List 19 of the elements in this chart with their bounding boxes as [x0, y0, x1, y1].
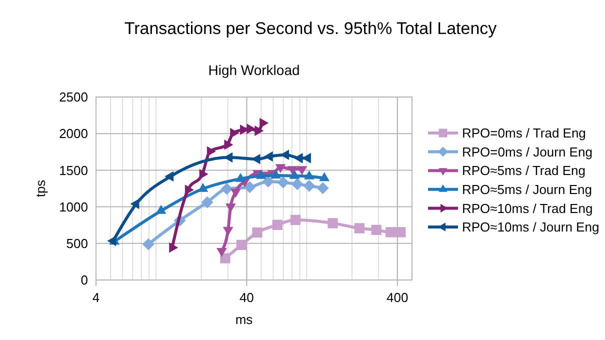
chart-title: Transactions per Second vs. 95th% Total Latency	[124, 19, 498, 38]
legend-label: RPO≈10ms / Trad Eng	[462, 200, 593, 216]
x-tick-label: 4	[92, 290, 100, 305]
y-tick-label: 500	[66, 236, 88, 251]
y-axis-title: tps	[33, 179, 48, 198]
y-tick-label: 0	[80, 272, 88, 288]
legend-label: RPO≈5ms / Journ Eng	[462, 182, 592, 197]
legend-label: RPO=0ms / Trad Eng	[462, 126, 586, 141]
x-tick-label: 40	[239, 290, 254, 305]
x-tick-label: 400	[386, 290, 408, 305]
legend-label: RPO≈10ms / Journ Eng	[462, 220, 600, 235]
chart-subtitle: High Workload	[208, 62, 300, 78]
y-tick-label: 1500	[59, 162, 88, 178]
legend-label: RPO=0ms / Journ Eng	[462, 144, 592, 160]
legend-label: RPO≈5ms / Trad Eng	[462, 163, 586, 178]
y-tick-label: 2500	[59, 90, 88, 105]
y-tick-label: 1000	[59, 199, 88, 214]
x-axis-title: ms	[235, 312, 254, 327]
y-tick-label: 2000	[59, 126, 88, 142]
